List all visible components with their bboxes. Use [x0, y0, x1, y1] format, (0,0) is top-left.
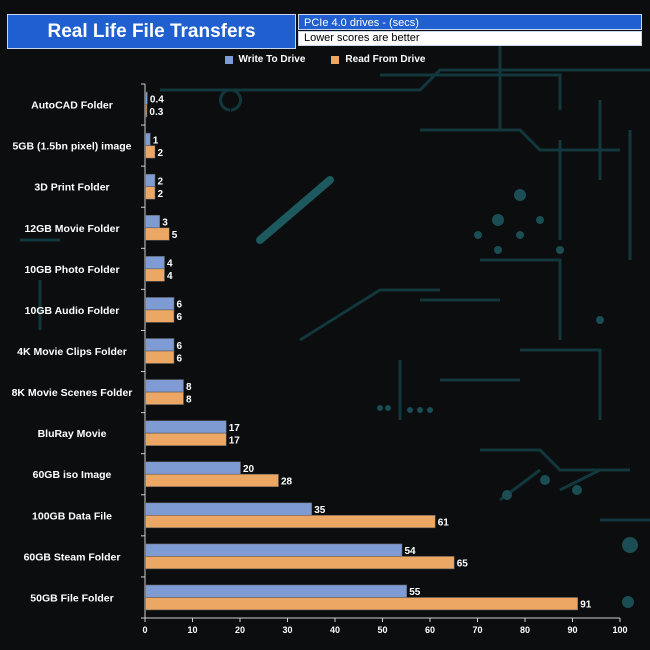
- value-label-write-2: 2: [158, 176, 164, 187]
- bar-write-9: [145, 461, 241, 475]
- category-label-10: 100GB Data File: [32, 510, 112, 522]
- category-label-9: 60GB iso Image: [33, 469, 112, 481]
- value-label-write-12: 55: [409, 587, 421, 598]
- value-label-write-7: 8: [186, 382, 192, 393]
- bar-write-1: [145, 132, 151, 146]
- category-label-1: 5GB (1.5bn pixel) image: [12, 141, 131, 153]
- chart-subtitle: PCIe 4.0 drives - (secs): [298, 14, 642, 30]
- category-label-12: 50GB File Folder: [30, 592, 113, 604]
- bar-read-1: [145, 145, 156, 159]
- value-label-read-5: 6: [177, 312, 183, 323]
- x-tick-label-10: 100: [612, 625, 627, 635]
- bar-read-8: [145, 432, 227, 446]
- bar-write-8: [145, 420, 227, 434]
- bar-write-7: [145, 379, 184, 393]
- value-label-read-12: 91: [580, 600, 592, 611]
- value-label-read-7: 8: [186, 394, 192, 405]
- bar-read-5: [145, 309, 175, 323]
- category-label-6: 4K Movie Clips Folder: [17, 346, 127, 358]
- bar-write-5: [145, 297, 175, 311]
- legend-label-read: Read From Drive: [345, 54, 426, 65]
- value-label-write-4: 4: [167, 259, 173, 270]
- legend-label-write: Write To Drive: [238, 54, 306, 65]
- x-tick-label-6: 60: [425, 625, 435, 635]
- bar-read-11: [145, 556, 455, 570]
- x-tick-label-9: 90: [567, 625, 577, 635]
- category-label-4: 10GB Photo Folder: [24, 264, 119, 276]
- category-label-5: 10GB Audio Folder: [25, 305, 120, 317]
- value-label-read-9: 28: [281, 476, 293, 487]
- value-label-read-10: 61: [438, 518, 450, 529]
- category-label-3: 12GB Movie Folder: [24, 223, 119, 235]
- category-label-0: AutoCAD Folder: [31, 100, 113, 112]
- bar-read-3: [145, 227, 170, 241]
- bar-read-7: [145, 391, 184, 405]
- bar-read-9: [145, 473, 279, 488]
- x-tick-label-4: 40: [330, 625, 340, 635]
- bar-write-2: [145, 173, 156, 187]
- value-label-read-1: 2: [158, 148, 164, 159]
- value-label-write-10: 35: [314, 505, 326, 516]
- legend-swatch-write: [224, 55, 233, 64]
- legend-item-write: Write To Drive: [224, 54, 306, 65]
- legend-swatch-read: [331, 55, 340, 64]
- bar-read-12: [145, 597, 579, 611]
- bar-write-3: [145, 214, 161, 229]
- category-label-8: BluRay Movie: [38, 428, 107, 440]
- bar-write-11: [145, 543, 403, 557]
- value-label-write-1: 1: [153, 135, 159, 146]
- x-tick-label-1: 10: [187, 625, 197, 635]
- bar-write-10: [145, 502, 313, 516]
- value-label-write-0: 0.4: [150, 94, 164, 105]
- value-label-read-6: 6: [177, 353, 183, 364]
- value-label-write-11: 54: [405, 546, 417, 557]
- value-label-write-3: 3: [162, 218, 168, 229]
- value-label-write-8: 17: [229, 423, 241, 434]
- bar-read-6: [145, 350, 175, 364]
- value-label-read-4: 4: [167, 271, 173, 282]
- value-label-write-9: 20: [243, 464, 255, 475]
- value-label-read-2: 2: [158, 189, 164, 200]
- x-tick-label-5: 50: [377, 625, 387, 635]
- value-label-write-5: 6: [177, 300, 183, 311]
- value-label-write-6: 6: [177, 341, 183, 352]
- value-label-read-11: 65: [457, 559, 469, 570]
- legend-item-read: Read From Drive: [331, 54, 425, 65]
- bar-read-4: [145, 268, 165, 282]
- bar-write-4: [145, 256, 165, 270]
- chart-title: Real Life File Transfers: [7, 14, 296, 49]
- category-label-7: 8K Movie Scenes Folder: [12, 387, 133, 399]
- bar-write-6: [145, 338, 175, 352]
- bar-write-0: [145, 91, 148, 105]
- chart-note: Lower scores are better: [298, 31, 642, 46]
- x-tick-label-2: 20: [235, 625, 245, 635]
- bar-read-0: [145, 104, 148, 118]
- x-tick-label-3: 30: [282, 625, 292, 635]
- category-label-2: 3D Print Folder: [34, 182, 109, 194]
- x-tick-label-7: 70: [472, 625, 482, 635]
- value-label-read-3: 5: [172, 230, 178, 241]
- value-label-read-8: 17: [229, 435, 241, 446]
- value-label-read-0: 0.3: [149, 107, 163, 118]
- bar-read-2: [145, 186, 156, 200]
- legend: Write To Drive Read From Drive: [0, 54, 650, 65]
- bar-read-10: [145, 515, 436, 529]
- bar-write-12: [145, 584, 408, 598]
- category-label-11: 60GB Steam Folder: [24, 551, 121, 563]
- x-tick-label-0: 0: [142, 625, 147, 635]
- x-tick-label-8: 80: [520, 625, 530, 635]
